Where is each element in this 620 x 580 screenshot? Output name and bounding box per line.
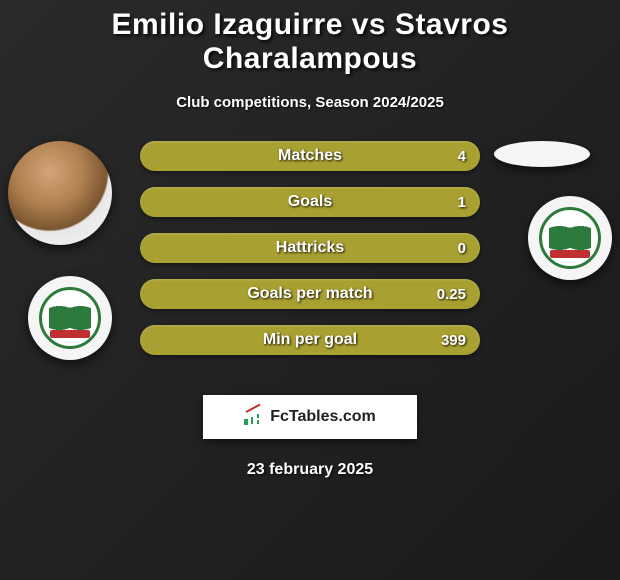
player2-club-badge xyxy=(528,196,612,280)
chart-up-icon xyxy=(244,409,264,425)
stat-label: Goals per match xyxy=(247,285,372,303)
snapshot-date: 23 february 2025 xyxy=(0,461,620,479)
player1-club-badge xyxy=(28,276,112,360)
stat-bar-hattricks: Hattricks 0 xyxy=(140,233,480,263)
stat-bar-matches: Matches 4 xyxy=(140,141,480,171)
stat-label: Matches xyxy=(278,147,342,165)
stat-bars: Matches 4 Goals 1 Hattricks 0 Goals per … xyxy=(140,141,480,371)
stat-value-right: 1 xyxy=(458,194,466,211)
player1-photo xyxy=(8,141,112,245)
brand-box: FcTables.com xyxy=(203,395,417,439)
stat-bar-goals: Goals 1 xyxy=(140,187,480,217)
stat-value-right: 0.25 xyxy=(437,286,466,303)
eagle-icon xyxy=(549,223,591,253)
stat-bar-mpg: Min per goal 399 xyxy=(140,325,480,355)
page-subtitle: Club competitions, Season 2024/2025 xyxy=(0,94,620,111)
stat-value-right: 0 xyxy=(458,240,466,257)
brand-text: FcTables.com xyxy=(270,408,376,426)
eagle-icon xyxy=(49,303,91,333)
stat-bar-gpm: Goals per match 0.25 xyxy=(140,279,480,309)
stat-value-right: 399 xyxy=(441,332,466,349)
page-title: Emilio Izaguirre vs Stavros Charalampous xyxy=(0,8,620,76)
stat-label: Min per goal xyxy=(263,331,357,349)
stat-label: Hattricks xyxy=(276,239,344,257)
stat-value-right: 4 xyxy=(458,148,466,165)
player2-photo xyxy=(494,141,590,167)
stats-area: Matches 4 Goals 1 Hattricks 0 Goals per … xyxy=(0,141,620,381)
stat-label: Goals xyxy=(288,193,332,211)
